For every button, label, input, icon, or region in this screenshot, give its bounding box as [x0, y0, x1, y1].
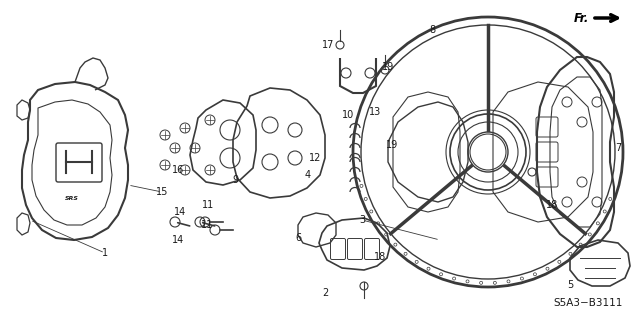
Text: 3: 3 [359, 215, 365, 225]
Text: 18: 18 [546, 200, 558, 210]
Text: 4: 4 [305, 170, 311, 180]
Text: 1: 1 [102, 248, 108, 258]
Text: 12: 12 [309, 153, 321, 163]
Text: 11: 11 [201, 220, 213, 230]
Text: 14: 14 [174, 207, 186, 217]
Text: 2: 2 [322, 288, 328, 298]
Text: 19: 19 [386, 140, 398, 150]
Text: 19: 19 [382, 62, 394, 72]
Text: 16: 16 [172, 165, 184, 175]
Text: 6: 6 [295, 233, 301, 243]
Text: 9: 9 [232, 175, 238, 185]
Text: 5: 5 [567, 280, 573, 290]
Text: 13: 13 [369, 107, 381, 117]
Text: SRS: SRS [65, 196, 79, 201]
Text: 18: 18 [374, 252, 386, 262]
Text: Fr.: Fr. [574, 11, 589, 25]
Text: 10: 10 [342, 110, 354, 120]
Text: S5A3−B3111: S5A3−B3111 [554, 298, 623, 308]
Text: 15: 15 [156, 187, 168, 197]
Text: 17: 17 [322, 40, 334, 50]
Text: 7: 7 [615, 143, 621, 153]
Text: 8: 8 [429, 25, 435, 35]
Text: 14: 14 [172, 235, 184, 245]
Text: 11: 11 [202, 200, 214, 210]
